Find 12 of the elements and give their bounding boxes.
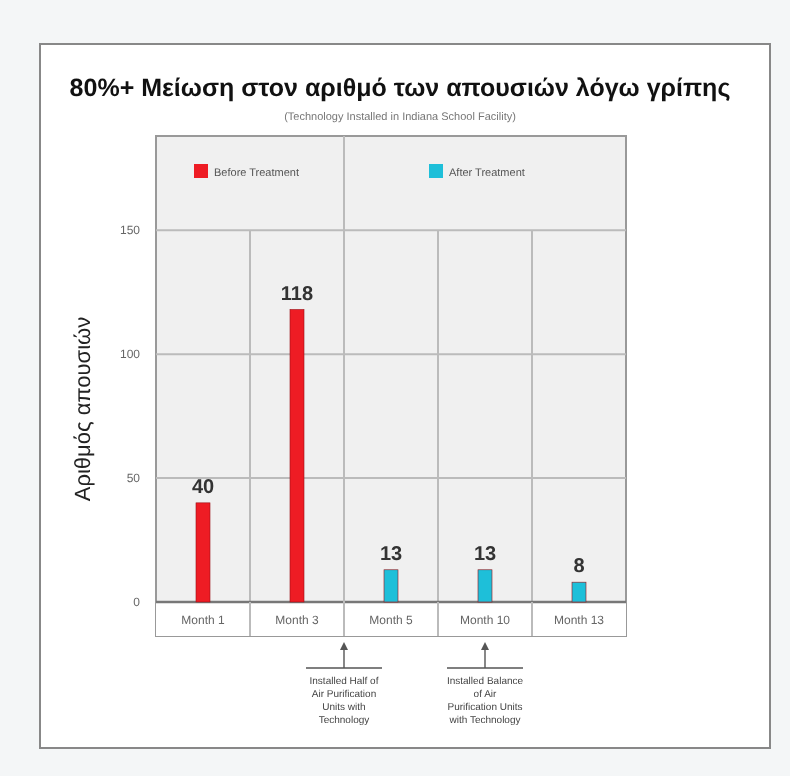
bar [571,581,587,603]
data-label: 13 [379,543,403,566]
y-axis-title: Αριθμός απουσιών [72,315,96,502]
bar [289,309,305,603]
chart-title: 80%+ Μείωση στον αριθμό των απουσιών λόγω γρίπης [69,74,731,102]
data-label: 40 [191,476,215,499]
bar [195,502,211,603]
data-label: 13 [473,543,497,566]
bar [383,569,399,603]
data-label: 118 [280,283,314,306]
bar [477,569,493,603]
data-label: 8 [573,556,586,579]
